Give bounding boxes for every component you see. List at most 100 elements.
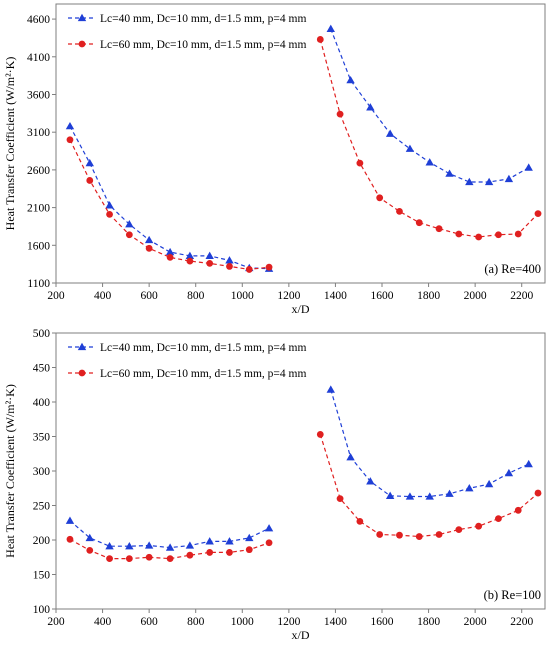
series-2 [66, 431, 542, 563]
data-point [85, 533, 94, 542]
y-tick-label: 2100 [27, 203, 50, 215]
data-point [366, 477, 375, 485]
series-line [69, 520, 270, 549]
data-point [245, 533, 254, 542]
data-point [504, 174, 514, 183]
data-point [405, 144, 415, 152]
data-point [144, 235, 154, 244]
data-point [316, 36, 324, 43]
y-tick-label: 1600 [27, 240, 50, 252]
data-point [186, 551, 194, 559]
data-point [366, 103, 375, 111]
series-line [330, 389, 529, 498]
x-tick-label: 1800 [417, 616, 440, 628]
data-point [504, 468, 514, 477]
data-point [346, 75, 355, 84]
y-tick-label: 350 [33, 432, 51, 444]
x-tick-label: 1600 [371, 616, 394, 628]
y-tick-label: 200 [33, 535, 51, 547]
x-tick-label: 800 [187, 290, 205, 302]
x-tick-label: 400 [94, 616, 112, 628]
data-point [475, 233, 483, 241]
x-tick-label: 1600 [371, 290, 394, 302]
data-point [125, 555, 133, 563]
data-point [65, 516, 75, 524]
data-point [316, 431, 324, 438]
x-tick-label: 400 [94, 290, 112, 302]
x-tick-label: 1200 [277, 616, 300, 628]
data-point [265, 539, 273, 547]
data-point [245, 546, 253, 554]
x-tick-label: 1800 [417, 290, 440, 302]
data-point [514, 506, 522, 514]
legend-marker [77, 13, 87, 22]
y-tick-label: 450 [33, 363, 51, 375]
panel-label: (b) Re=100 [484, 588, 541, 602]
data-point [425, 158, 434, 166]
data-point [326, 24, 335, 33]
data-point [225, 537, 234, 545]
data-point [245, 266, 253, 273]
data-point [465, 177, 474, 186]
y-tick-label: 150 [33, 570, 51, 582]
x-tick-label: 1200 [277, 290, 300, 302]
y-tick-label: 1100 [27, 278, 50, 290]
data-point [185, 251, 195, 260]
x-tick-label: 800 [187, 616, 205, 628]
data-point [425, 492, 434, 500]
legend-marker [77, 342, 87, 351]
x-tick-label: 200 [47, 290, 65, 302]
data-point [125, 542, 134, 550]
data-point [166, 253, 174, 261]
legend-label: Lc=60 mm, Dc=10 mm, d=1.5 mm, p=4 mm [100, 39, 306, 51]
y-tick-label: 2600 [27, 165, 50, 177]
data-point [534, 210, 542, 218]
data-point [396, 207, 403, 215]
data-point [106, 210, 113, 218]
x-tick-label: 1400 [324, 616, 347, 628]
data-point [524, 163, 533, 171]
data-point [484, 177, 494, 186]
x-tick-label: 2000 [464, 616, 487, 628]
data-point [226, 263, 233, 270]
x-tick-label: 1400 [324, 290, 347, 302]
panel-label: (a) Re=400 [484, 262, 541, 276]
y-tick-label: 300 [33, 466, 51, 478]
data-point [405, 492, 415, 500]
y-tick-label: 500 [33, 328, 51, 340]
data-point [86, 546, 94, 554]
x-axis-title: x/D [292, 628, 310, 642]
data-point [66, 535, 74, 543]
data-point [475, 522, 483, 530]
data-point [514, 230, 522, 238]
x-tick-label: 2200 [510, 290, 533, 302]
data-point [264, 524, 274, 532]
y-tick-label: 3600 [27, 89, 50, 101]
data-point [105, 542, 114, 550]
y-tick-label: 250 [33, 501, 51, 513]
data-point [415, 533, 423, 540]
data-point [186, 257, 194, 265]
data-point [125, 231, 133, 239]
x-tick-label: 1000 [231, 290, 254, 302]
y-tick-label: 4100 [27, 52, 50, 64]
data-point [86, 177, 94, 184]
series-line [319, 434, 539, 538]
data-point [356, 517, 364, 525]
x-tick-label: 1000 [231, 616, 254, 628]
data-point [165, 247, 175, 256]
data-point [166, 555, 174, 563]
data-point [445, 489, 454, 497]
data-point [226, 549, 233, 556]
y-axis-title: Heat Transfer Coefficient (W/m²·K) [3, 384, 17, 558]
series-line [69, 125, 270, 270]
data-point [465, 484, 474, 492]
data-point [144, 541, 154, 549]
legend-label: Lc=60 mm, Dc=10 mm, d=1.5 mm, p=4 mm [100, 368, 306, 380]
series-line [319, 39, 539, 238]
legend-marker [78, 40, 86, 48]
data-point [376, 194, 384, 202]
data-point [336, 495, 344, 502]
data-point [455, 230, 463, 238]
data-point [66, 136, 74, 144]
